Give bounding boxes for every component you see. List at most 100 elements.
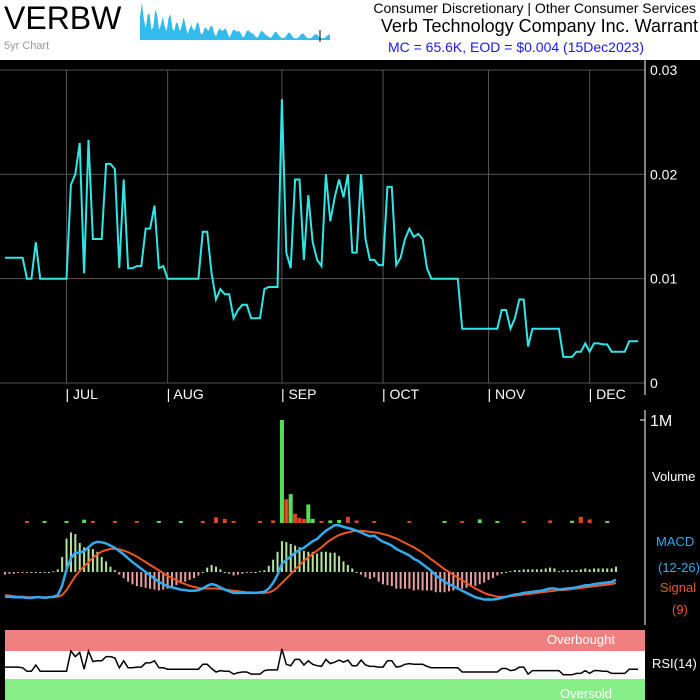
overbought-label: Overbought [547, 632, 615, 647]
macd-line [5, 524, 617, 601]
month-label: | JUL [66, 386, 99, 402]
macd-histogram-bar [245, 572, 248, 573]
macd-histogram-bar [346, 564, 349, 572]
volume-bar [279, 420, 284, 523]
macd-histogram-bar [179, 572, 182, 584]
price-tick-label: 0.03 [650, 62, 677, 78]
volume-bar [257, 520, 262, 523]
macd-histogram-bar [421, 572, 424, 591]
macd-histogram-bar [34, 572, 37, 573]
macd-histogram-bar [272, 559, 275, 572]
sector-label: Consumer Discretionary | Other Consumer … [373, 0, 696, 16]
macd-histogram-bar [426, 572, 428, 591]
volume-bar [301, 518, 306, 523]
macd-histogram-bar [509, 571, 512, 573]
macd-histogram-bar [601, 568, 604, 572]
macd-histogram-bar [65, 538, 68, 572]
macd-histogram-bar [25, 572, 28, 573]
volume-bar [578, 516, 583, 523]
macd-histogram-bar [162, 572, 165, 590]
macd-histogram-bar [206, 567, 209, 572]
volume-bar [112, 521, 117, 523]
volume-bar [200, 521, 205, 523]
macd-histogram-bar [250, 572, 253, 573]
macd-histogram-bar [540, 569, 543, 572]
macd-histogram-bar [584, 568, 587, 572]
macd-histogram-bar [232, 572, 235, 576]
macd-histogram-bar [329, 552, 332, 572]
macd-histogram-bar [382, 572, 385, 585]
macd-histogram-bar [452, 572, 455, 591]
macd-histogram-bar [43, 572, 46, 573]
market-cap-eod: MC = 65.6K, EOD = $0.004 (15Dec2023) [387, 39, 644, 55]
macd-histogram-bar [91, 549, 94, 572]
macd-histogram-bar [553, 568, 556, 572]
macd-histogram-bar [465, 572, 468, 588]
volume-bar [271, 520, 276, 523]
macd-histogram-bar [399, 572, 402, 589]
macd-histogram-bar [215, 566, 217, 572]
macd-histogram-bar [338, 556, 341, 572]
macd-histogram-bar [496, 572, 499, 576]
macd-histogram-bar [386, 572, 389, 586]
macd-histogram-bar [500, 572, 503, 574]
macd-legend-label: Signal [660, 580, 696, 595]
volume-bar [42, 520, 47, 523]
volume-bar [134, 521, 139, 523]
volume-bar [407, 521, 412, 523]
macd-histogram-bar [127, 572, 130, 582]
macd-histogram-bar [593, 568, 596, 572]
sparkline-area [140, 2, 330, 40]
macd-histogram-bar [316, 553, 319, 572]
volume-bar [548, 520, 553, 523]
volume-bar [178, 521, 183, 523]
macd-histogram-bar [47, 572, 50, 573]
macd-histogram-bar [105, 561, 108, 572]
macd-histogram-bar [307, 551, 310, 572]
macd-histogram-bar [597, 568, 600, 572]
volume-bar [477, 519, 482, 523]
macd-legend-label: (12-26) [658, 560, 700, 575]
five-year-chart-label[interactable]: 5yr Chart [4, 40, 50, 52]
macd-histogram-bar [39, 572, 42, 573]
volume-label: Volume [652, 469, 695, 484]
volume-bar [337, 519, 342, 523]
rsi-neutral-zone [5, 651, 645, 679]
month-label: | OCT [382, 386, 420, 402]
volume-bar [372, 521, 377, 523]
macd-histogram-bar [487, 572, 490, 580]
macd-histogram-bar [254, 572, 257, 573]
macd-histogram-bar [527, 569, 530, 572]
volume-panel: 1M Volume [24, 410, 695, 525]
macd-histogram-bar [417, 572, 420, 590]
macd-histogram-bar [122, 572, 125, 579]
stock-chart: 0.03 0.02 0.01 0 | JUL | AUG | SEP | OCT | NOV | … [0, 60, 700, 700]
macd-histogram-bar [96, 551, 99, 572]
volume-bar [156, 521, 161, 523]
macd-histogram-bar [223, 572, 226, 573]
macd-histogram-bar [412, 572, 415, 591]
macd-histogram-bar [144, 572, 147, 588]
macd-histogram-bar [276, 551, 279, 572]
macd-histogram-bar [294, 545, 297, 572]
macd-histogram-bar [610, 568, 613, 572]
macd-histogram-bar [579, 569, 582, 572]
volume-bar [306, 504, 311, 523]
price-line [5, 99, 638, 358]
rsi-label: RSI(14) [652, 656, 697, 671]
macd-histogram-bar [474, 572, 477, 587]
volume-bar [90, 521, 95, 523]
five-year-sparkline[interactable] [140, 0, 340, 42]
macd-histogram-bar [109, 566, 112, 572]
macd-histogram-bar [571, 570, 574, 572]
macd-histogram-bar [549, 567, 552, 572]
macd-histogram-bar [241, 572, 244, 574]
header: VERBW 5yr Chart Consumer Discretionary |… [0, 0, 700, 60]
macd-histogram-bar [149, 572, 152, 589]
rsi-panel: Overbought Oversold RSI(14) [5, 630, 697, 700]
volume-bar [495, 521, 500, 523]
volume-bar [310, 518, 315, 523]
volume-bar [319, 520, 324, 523]
macd-histogram-bar [360, 572, 363, 575]
macd-histogram-bar [575, 570, 578, 572]
